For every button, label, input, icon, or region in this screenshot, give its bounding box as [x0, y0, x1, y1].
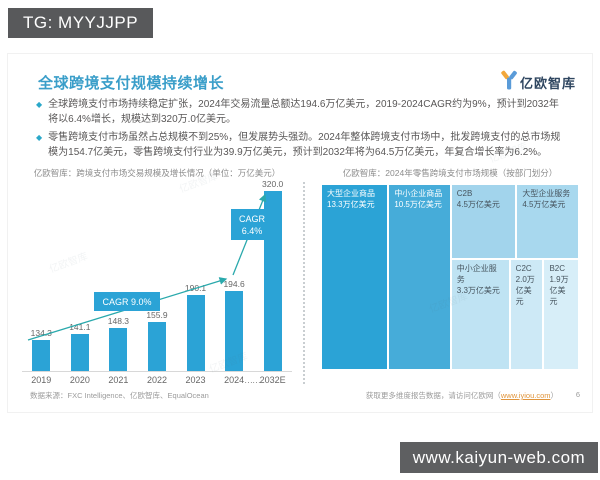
axis-gap-dots: …… — [244, 375, 261, 385]
treemap-cell: C2C 2.0万亿美元 — [510, 260, 543, 369]
tg-badge: TG: MYYJJPP — [8, 8, 154, 38]
footnote-suffix: ） — [550, 391, 559, 400]
summary-bullets: ◆ 全球跨境支付市场持续稳定扩张，2024年交易流量总额达194.6万亿美元，2… — [36, 97, 568, 163]
bar-value-label: 134.3 — [30, 327, 52, 338]
treemap-cell: C2B 4.5万亿美元 — [451, 185, 516, 259]
data-source: 数据来源：FXC Intelligence、亿欧智库、EqualOcean — [30, 391, 209, 400]
page-title: 全球跨境支付规模持续增长 — [38, 75, 225, 92]
treemap-cell: 中小企业服务 3.3万亿美元 — [451, 260, 509, 369]
treemap-cell: 大型企业商品 13.3万亿美元 — [322, 185, 388, 369]
treemap-cell: B2C 1.9万亿美元 — [544, 260, 578, 369]
axis-label: 2022 — [146, 375, 167, 385]
treemap-cell-value: 2.0万亿美元 — [515, 275, 535, 306]
logo: 亿欧智库 — [500, 70, 576, 95]
treemap-cell: 中小企业商品 10.5万亿美元 — [389, 185, 450, 369]
axis-label: 2023 — [185, 375, 206, 385]
charts-row: 亿欧智库：跨境支付市场交易规模及增长情况（单位：万亿美元） 134.3 141.1… — [22, 166, 578, 390]
treemap-cell-value: 4.5万亿美元 — [522, 199, 566, 209]
bar-value-label: 190.1 — [184, 282, 207, 293]
bar-chart-plot: 134.3 141.1 148.3 155.9 190.1 194.6 320.0 CAGR… — [22, 179, 292, 372]
bar — [32, 339, 51, 371]
logo-text: 亿欧智库 — [519, 76, 576, 91]
axis-label: 2020 — [69, 375, 90, 385]
bar-column: 190.1 — [176, 283, 215, 371]
treemap-title: 亿欧智库：2024年零售跨境支付市场规模（按部门划分） — [342, 168, 558, 178]
bar-column: 194.6 — [215, 279, 254, 371]
report-slide: 全球跨境支付规模持续增长 亿欧智库 ◆ 全球跨境支付市场持续稳定扩张，2024年… — [8, 54, 592, 412]
bar — [186, 294, 205, 371]
bullet-text: 零售跨境支付市场虽然占总规模不到25%，但发展势头强劲。2024年整体跨境支付市… — [48, 132, 561, 158]
bar — [147, 322, 166, 371]
footnote-link[interactable]: www.iyiou.com — [500, 391, 551, 400]
axis-label: 2019 — [31, 375, 52, 385]
treemap-cell-value: 1.9万亿美元 — [549, 275, 569, 306]
treemap: 大型企业商品 13.3万亿美元 中小企业商品 10.5万亿美元 C2B 4.5万亿美元 大型… — [322, 185, 578, 369]
treemap-cell-label: 中小企业服务 — [456, 264, 497, 285]
logo-y-icon — [500, 70, 518, 95]
bullet-text: 全球跨境支付市场持续稳定扩张，2024年交易流量总额达194.6万亿美元，201… — [48, 99, 559, 125]
page-number: 6 — [575, 390, 580, 399]
treemap-cell-value: 10.5万亿美元 — [394, 199, 442, 209]
bar-value-label: 141.1 — [69, 322, 91, 333]
bar-column: 155.9 — [138, 310, 177, 371]
treemap-cell: 大型企业服务 4.5万亿美元 — [517, 185, 578, 259]
bar-value-label: 194.6 — [223, 279, 245, 290]
bar-value-label: 148.3 — [107, 316, 130, 327]
bar — [70, 334, 89, 371]
treemap-cell-label: 大型企业商品 — [327, 189, 375, 198]
bar-column: 141.1 — [61, 322, 100, 371]
bar-column: 148.3 — [99, 316, 138, 371]
chart-divider — [303, 182, 305, 384]
treemap-cell-label: B2C — [549, 264, 566, 274]
treemap-cell-label: 中小企业商品 — [394, 189, 443, 198]
bar-chart-title: 亿欧智库：跨境支付市场交易规模及增长情况（单位：万亿美元） — [33, 168, 281, 178]
footnote: 获取更多维度报告数据，请访问亿欧网（www.iyiou.com） — [366, 390, 558, 401]
treemap-cell-value: 4.5万亿美元 — [456, 199, 500, 209]
treemap-cell-value: 3.3万亿美元 — [456, 286, 500, 296]
bar-value-label: 155.9 — [146, 310, 168, 321]
treemap-pane: 亿欧智库：2024年零售跨境支付市场规模（按部门划分） 大型企业商品 13.3万亿… — [322, 166, 578, 390]
treemap-cell-value: 13.3万亿美元 — [327, 199, 375, 209]
footnote-text: 获取更多维度报告数据，请访问亿欧网（ — [365, 391, 501, 400]
bar-chart-axis-labels: 2019 2020 2021 2022 2023 2024 2032E…… — [22, 372, 292, 386]
bar-value-label: 320.0 — [262, 179, 284, 189]
axis-label: 2024 — [224, 375, 245, 385]
bar — [225, 291, 244, 371]
treemap-cell-label: C2C — [515, 264, 532, 274]
bullet-item: ◆ 全球跨境支付市场持续稳定扩张，2024年交易流量总额达194.6万亿美元，2… — [36, 97, 568, 127]
bar — [109, 328, 128, 371]
bar-column: 134.3 — [22, 328, 61, 371]
site-badge: www.kaiyun-web.com — [400, 442, 598, 473]
treemap-cell-label: C2B — [456, 189, 473, 198]
bar-chart-bars: 134.3 141.1 148.3 155.9 190.1 194.6 320.0 — [22, 179, 292, 371]
bullet-diamond-icon: ◆ — [36, 100, 43, 109]
treemap-cell-label: 大型企业服务 — [522, 189, 571, 198]
axis-label: 2032E — [259, 375, 286, 385]
bullet-diamond-icon: ◆ — [36, 133, 43, 142]
bar-chart-pane: 亿欧智库：跨境支付市场交易规模及增长情况（单位：万亿美元） 134.3 141.1… — [22, 166, 292, 390]
bullet-item: ◆ 零售跨境支付市场虽然占总规模不到25%，但发展势头强劲。2024年整体跨境支… — [36, 130, 568, 160]
axis-label: 2021 — [108, 375, 129, 385]
bar-column: 320.0 — [253, 179, 292, 371]
bar — [263, 191, 282, 371]
